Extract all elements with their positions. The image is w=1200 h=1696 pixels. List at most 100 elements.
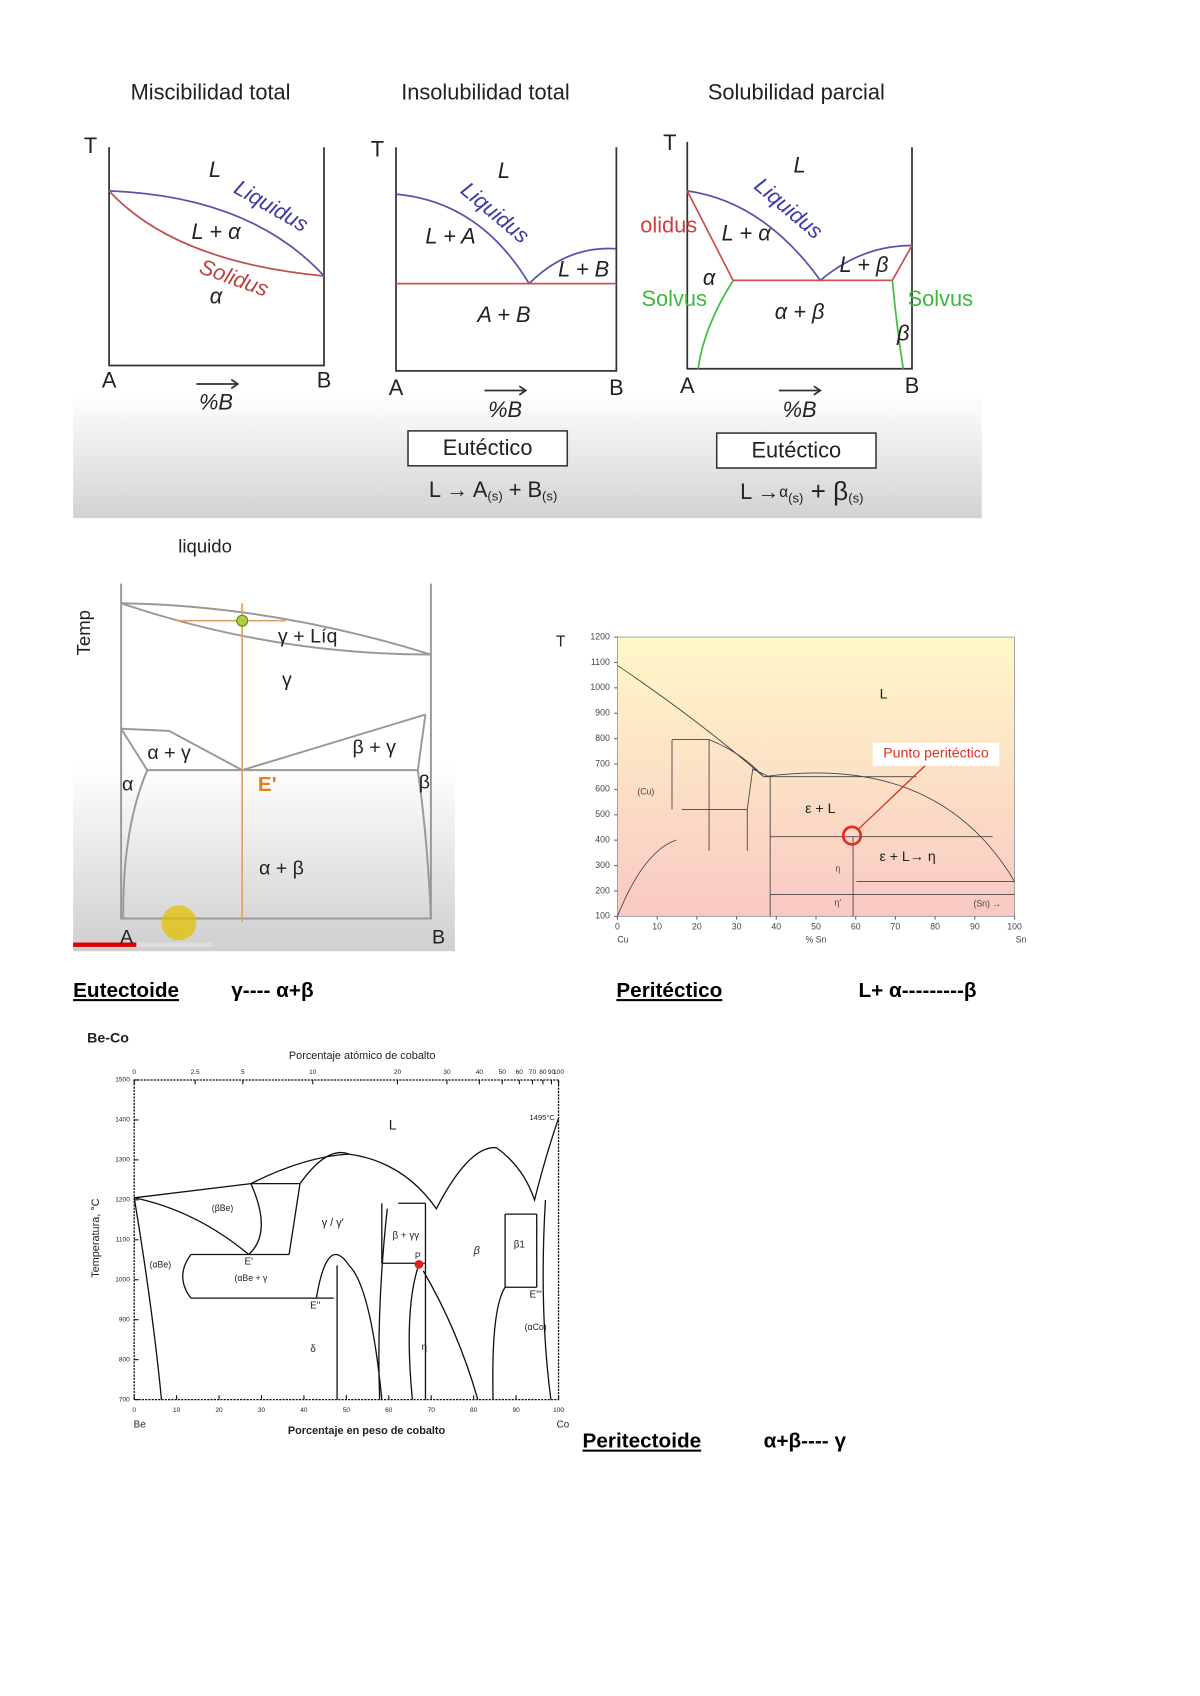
- x-tick-label: 50: [343, 1407, 351, 1414]
- label: β: [896, 321, 909, 346]
- label: η: [422, 1342, 427, 1353]
- label: T: [371, 136, 384, 161]
- label: Sn: [1016, 935, 1027, 945]
- reaction-part: α: [779, 484, 788, 501]
- solidus-line: [686, 190, 913, 282]
- label: B: [905, 373, 920, 398]
- x-tick-label: 0: [615, 922, 620, 932]
- label: B: [317, 368, 332, 393]
- subscript: (s): [788, 491, 803, 506]
- reaction: L →α(s) + β(s): [740, 476, 863, 506]
- callout: Punto peritéctico: [883, 746, 989, 762]
- label: E'': [310, 1300, 320, 1311]
- box-label: Eutéctico: [752, 437, 842, 462]
- top-tick-label: 20: [394, 1069, 402, 1076]
- guide-line: [176, 603, 286, 922]
- label: Cu: [617, 935, 628, 945]
- label: 1495°C: [529, 1113, 555, 1122]
- label: L + α: [722, 220, 772, 245]
- top-tick-label: 30: [443, 1069, 451, 1076]
- label: Temp: [73, 610, 94, 655]
- reaction-part: + β: [803, 476, 848, 506]
- y-tick-label: 300: [595, 860, 610, 870]
- reaction-part: L → A: [429, 477, 488, 502]
- label: L + β: [839, 252, 888, 277]
- label: L: [209, 157, 221, 182]
- label: α + β: [775, 299, 825, 324]
- label: L: [498, 158, 510, 183]
- y-tick-label: 200: [595, 885, 610, 895]
- y-tick-label: 1000: [590, 682, 610, 692]
- label: ε + L→ η: [879, 849, 935, 865]
- beco-figure: Be-Co Porcentaje atómico de cobalto Porc…: [87, 1030, 570, 1437]
- label: α: [122, 774, 133, 796]
- liquidus-line: [120, 602, 432, 656]
- label: olidus: [640, 213, 697, 238]
- label: %B: [783, 397, 817, 422]
- top-tick-label: 100: [553, 1069, 564, 1076]
- x-tick-label: 10: [652, 922, 662, 932]
- peritectic-marker: [841, 825, 863, 846]
- top-tick-label: 70: [529, 1069, 537, 1076]
- reaction-part: + B: [503, 477, 542, 502]
- axes: [395, 147, 618, 372]
- y-tick-label: 1400: [115, 1117, 130, 1124]
- caption-term: Eutectoide: [73, 979, 179, 1002]
- label: A: [389, 375, 404, 400]
- label: %B: [488, 397, 522, 422]
- y-tick-label: 1200: [115, 1197, 130, 1204]
- solidus-line: [108, 190, 325, 277]
- solvus-line: [697, 279, 905, 369]
- caption-reaction: L+ α---------β: [859, 979, 977, 1002]
- callout-box: [872, 742, 1000, 766]
- label: η: [835, 864, 840, 874]
- label: L: [389, 1118, 397, 1134]
- liquidus-line: [395, 193, 617, 286]
- label: ε + L: [805, 801, 835, 817]
- plot-frame: [133, 1079, 560, 1401]
- y-tick-label: 100: [595, 911, 610, 921]
- x-tick-label: 100: [1007, 922, 1022, 932]
- y-tick-label: 1300: [115, 1157, 130, 1164]
- label: (Sn) →: [973, 899, 1001, 909]
- panel-background: [73, 536, 455, 952]
- peritectic-figure: T Cu % Sn Sn L Punto peritéctico ε + L ε…: [556, 631, 1026, 944]
- top-tick-label: 50: [499, 1069, 507, 1076]
- label: L: [794, 153, 806, 178]
- label: E': [245, 1257, 254, 1268]
- label: L + B: [558, 256, 609, 281]
- top-tick-label: 80: [539, 1069, 547, 1076]
- label: % Sn: [806, 935, 827, 945]
- label: Solvus: [641, 286, 707, 311]
- y-tick-label: 500: [595, 809, 610, 819]
- y-tick-label: 1100: [591, 657, 610, 667]
- label: Be: [134, 1419, 147, 1430]
- top-tick-label: 40: [476, 1069, 484, 1076]
- label: α: [210, 284, 223, 309]
- label: A: [680, 373, 695, 398]
- y-tick-label: 1500: [115, 1077, 130, 1084]
- label: α: [703, 265, 716, 290]
- top-tick-label: 60: [516, 1069, 524, 1076]
- label: L: [880, 687, 888, 703]
- label: γ / γ': [322, 1217, 344, 1229]
- phase-line: [617, 665, 1015, 917]
- label: α + β: [259, 858, 304, 880]
- axes: [108, 147, 325, 367]
- x-tick-label: 60: [385, 1407, 393, 1414]
- arrow: [778, 385, 822, 396]
- axes: [120, 583, 432, 920]
- caption-reaction: α+β---- γ: [764, 1430, 847, 1453]
- caption-term: Peritectoide: [583, 1430, 702, 1453]
- top-tick-label: 2.5: [191, 1069, 200, 1076]
- x-tick-label: 100: [553, 1407, 564, 1414]
- label: β: [473, 1245, 480, 1257]
- y-tick-label: 800: [119, 1356, 130, 1363]
- caption-term: Peritéctico: [616, 979, 722, 1002]
- box-label: Eutéctico: [443, 435, 533, 460]
- label: B: [609, 375, 624, 400]
- label: T: [84, 133, 97, 158]
- label: β + γ: [352, 737, 396, 759]
